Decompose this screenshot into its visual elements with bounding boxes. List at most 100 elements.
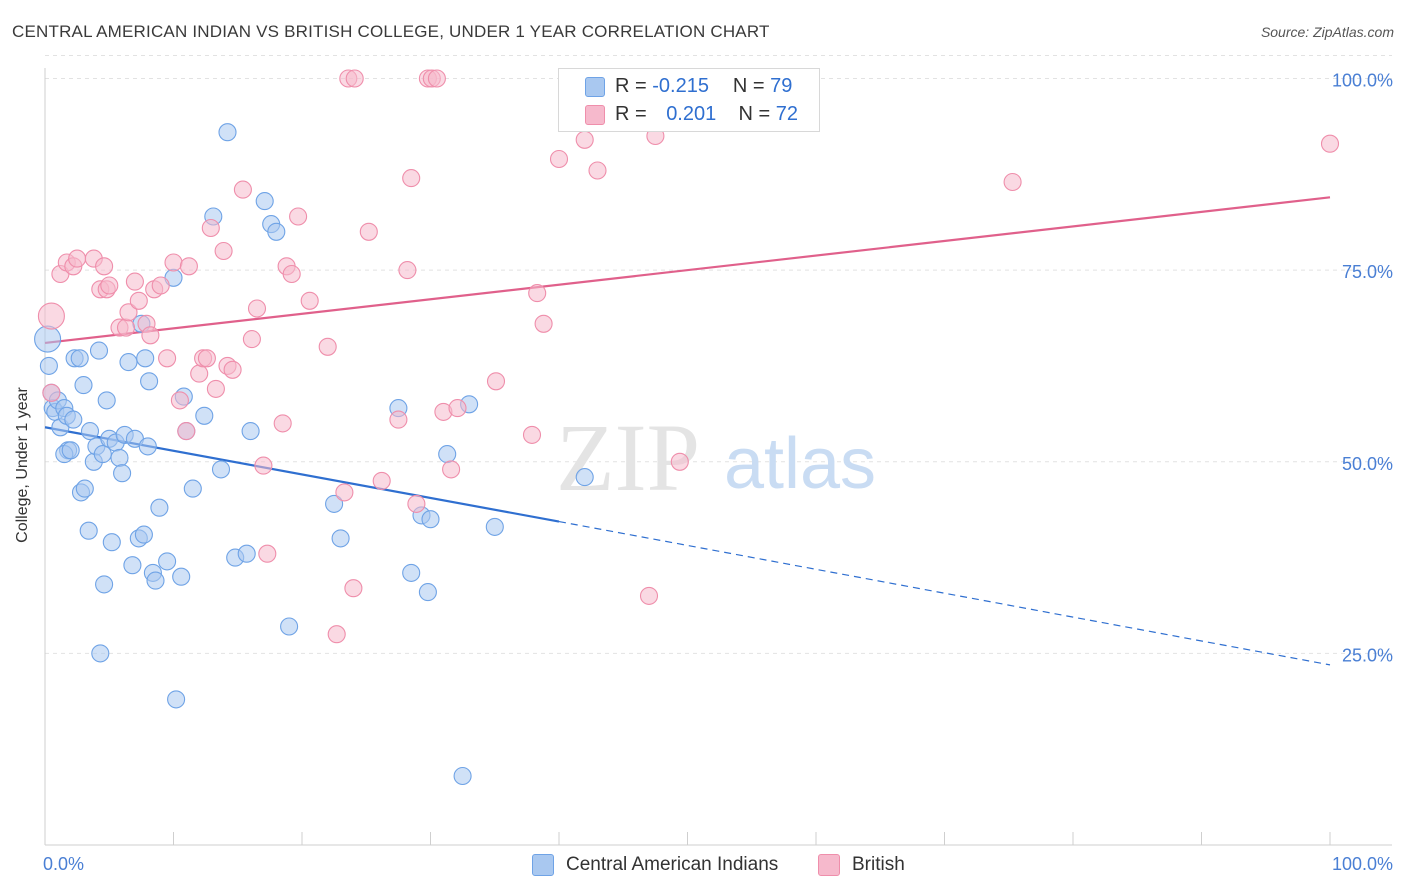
point-british [125, 272, 144, 291]
point-british [233, 180, 252, 199]
point-british [95, 257, 114, 276]
point-british [129, 291, 148, 310]
point-british [201, 218, 220, 238]
point-british [289, 207, 308, 226]
point-central-american [113, 464, 132, 483]
legend-r-value: 0.201 [666, 102, 717, 125]
trend-line-british [44, 196, 1331, 345]
chart-title: CENTRAL AMERICAN INDIAN VS BRITISH COLLE… [12, 22, 770, 41]
point-british [588, 161, 607, 180]
point-british [528, 284, 547, 303]
point-british [177, 422, 196, 441]
tick-labels: 25.0% 50.0% 75.0% 100.0% 0.0% 100.0% [43, 71, 1393, 875]
point-central-american [97, 391, 116, 410]
point-central-american [102, 533, 121, 552]
point-british [442, 460, 461, 479]
point-central-american [75, 479, 94, 498]
point-british [486, 372, 506, 391]
trend-line-central-american-dashed [558, 520, 1331, 666]
point-central-american [325, 494, 344, 513]
point-british [575, 130, 594, 149]
bottom-legend-swatch [818, 854, 840, 876]
legend-r-value: -0.215 [652, 74, 709, 97]
point-british [190, 364, 209, 383]
point-british [223, 360, 242, 379]
point-british [141, 326, 160, 345]
point-central-american [91, 644, 110, 663]
legend-n-value: 72 [775, 102, 798, 125]
point-central-american [453, 766, 472, 786]
point-british [273, 414, 292, 433]
point-central-american [421, 510, 440, 529]
point-british [68, 249, 87, 268]
point-central-american [241, 422, 260, 441]
bottom-legend-label: Central American Indians [566, 854, 779, 875]
point-british [206, 379, 225, 398]
point-british [42, 383, 61, 402]
point-british [179, 257, 198, 276]
point-british [670, 452, 689, 471]
point-central-american [79, 521, 98, 540]
point-central-american [418, 583, 437, 602]
point-british [639, 586, 659, 605]
x-tick-label: 100.0% [1332, 854, 1393, 874]
point-central-american [211, 460, 231, 479]
point-central-american [110, 448, 129, 467]
point-british [448, 399, 467, 418]
point-british [549, 149, 569, 169]
grid-lines [45, 55, 1392, 654]
point-central-american [255, 192, 274, 211]
point-central-american [485, 517, 504, 536]
point-central-american [64, 410, 83, 429]
point-central-american [70, 349, 89, 368]
point-british [402, 169, 421, 188]
point-central-american [402, 563, 421, 582]
point-central-american [61, 441, 80, 460]
source-label: Source: ZipAtlas.com [1260, 24, 1394, 40]
point-british [258, 544, 277, 563]
legend-row-central-american: R = -0.215 N = 79 [615, 73, 792, 99]
point-central-american [74, 376, 93, 395]
point-british [282, 264, 301, 284]
y-tick-label: 25.0% [1342, 645, 1393, 665]
legend-row-british: R = 0.201 N = 72 [615, 101, 798, 127]
point-british [389, 410, 408, 429]
legend-swatch-central-american [585, 77, 605, 97]
point-central-american [218, 123, 237, 142]
point-central-american [80, 422, 100, 441]
legend-r-label: R = [615, 102, 647, 125]
legend-n-label: N = [738, 102, 771, 125]
point-central-american [280, 617, 299, 636]
point-central-american [575, 468, 594, 487]
point-british [522, 425, 542, 444]
point-central-american [95, 575, 114, 594]
point-central-american [39, 356, 58, 375]
legend-r-label: R = [615, 74, 647, 97]
point-british [37, 302, 65, 330]
point-central-american [34, 325, 62, 353]
point-central-american [150, 498, 169, 517]
point-central-american [267, 222, 286, 241]
point-central-american [136, 349, 155, 368]
point-central-american [119, 353, 138, 372]
point-british [300, 291, 319, 310]
point-british [372, 471, 391, 490]
point-central-american [183, 479, 202, 498]
point-british [359, 222, 378, 241]
axes [44, 68, 1392, 846]
point-british [398, 261, 417, 280]
point-central-american [89, 341, 109, 360]
point-central-american [123, 556, 142, 575]
point-british [318, 337, 337, 356]
y-tick-label: 100.0% [1332, 71, 1393, 91]
point-british [164, 253, 183, 272]
y-tick-label: 50.0% [1342, 454, 1393, 474]
point-british [344, 579, 363, 598]
data-points [34, 69, 1340, 786]
point-central-american [146, 571, 165, 590]
bottom-legend-swatch [532, 854, 554, 876]
point-central-american [138, 437, 157, 456]
point-british [197, 349, 216, 368]
y-axis-label: College, Under 1 year [14, 387, 31, 543]
